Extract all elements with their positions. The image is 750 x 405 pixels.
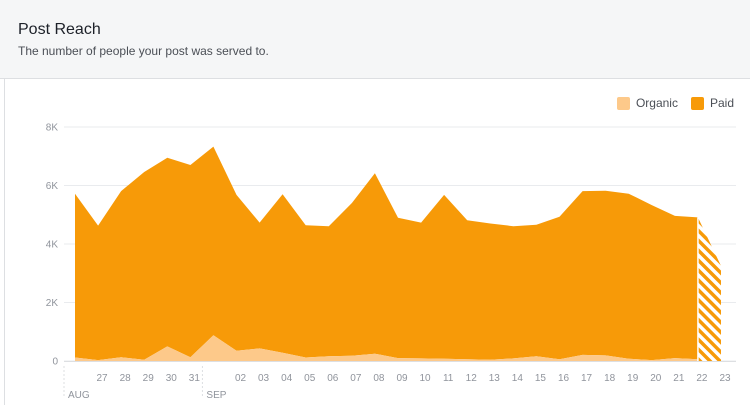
chart-legend: Organic Paid	[604, 96, 734, 110]
x-tick-label: 22	[696, 373, 708, 384]
legend-swatch-organic	[616, 96, 630, 110]
x-tick-label: 30	[166, 373, 178, 384]
y-tick-label: 2K	[46, 298, 59, 309]
x-tick-label: 27	[97, 373, 109, 384]
month-label: SEP	[206, 390, 226, 401]
x-tick-label: 18	[604, 373, 616, 384]
legend-item-paid[interactable]: Paid	[690, 96, 734, 110]
month-label: AUG	[68, 390, 90, 401]
page-subtitle: The number of people your post was serve…	[18, 44, 269, 58]
x-tick-label: 19	[627, 373, 639, 384]
legend-label-paid: Paid	[709, 96, 734, 110]
x-tick-label: 11	[443, 373, 454, 384]
x-tick-label: 12	[466, 373, 478, 384]
x-tick-label: 02	[235, 373, 247, 384]
y-tick-label: 6K	[46, 181, 59, 192]
legend-swatch-paid	[690, 96, 704, 110]
y-tick-label: 8K	[46, 123, 59, 134]
x-tick-label: 08	[373, 373, 385, 384]
legend-item-organic[interactable]: Organic	[616, 96, 678, 110]
x-tick-label: 03	[258, 373, 270, 384]
x-tick-label: 10	[420, 373, 432, 384]
x-tick-label: 29	[143, 373, 155, 384]
x-tick-label: 13	[489, 373, 501, 384]
chart-header: Post Reach The number of people your pos…	[0, 0, 750, 79]
x-tick-label: 04	[281, 373, 293, 384]
series-area-organic	[75, 335, 698, 361]
legend-label-organic: Organic	[635, 96, 678, 110]
x-tick-label: 31	[189, 373, 201, 384]
x-tick-label: 20	[650, 373, 662, 384]
x-tick-label: 28	[120, 373, 132, 384]
page-title: Post Reach	[18, 21, 101, 38]
y-tick-label: 4K	[46, 240, 59, 251]
x-tick-label: 21	[673, 373, 685, 384]
y-tick-label: 0	[52, 357, 58, 368]
x-tick-label: 15	[535, 373, 547, 384]
x-tick-label: 09	[396, 373, 408, 384]
x-tick-label: 05	[304, 373, 316, 384]
x-tick-label: 23	[719, 373, 731, 384]
x-tick-label: 07	[350, 373, 362, 384]
series-area-paid	[75, 146, 698, 361]
x-tick-label: 16	[558, 373, 570, 384]
series-area-partial	[697, 217, 721, 361]
x-tick-label: 14	[512, 373, 524, 384]
x-tick-label: 17	[581, 373, 593, 384]
x-tick-label: 06	[327, 373, 339, 384]
